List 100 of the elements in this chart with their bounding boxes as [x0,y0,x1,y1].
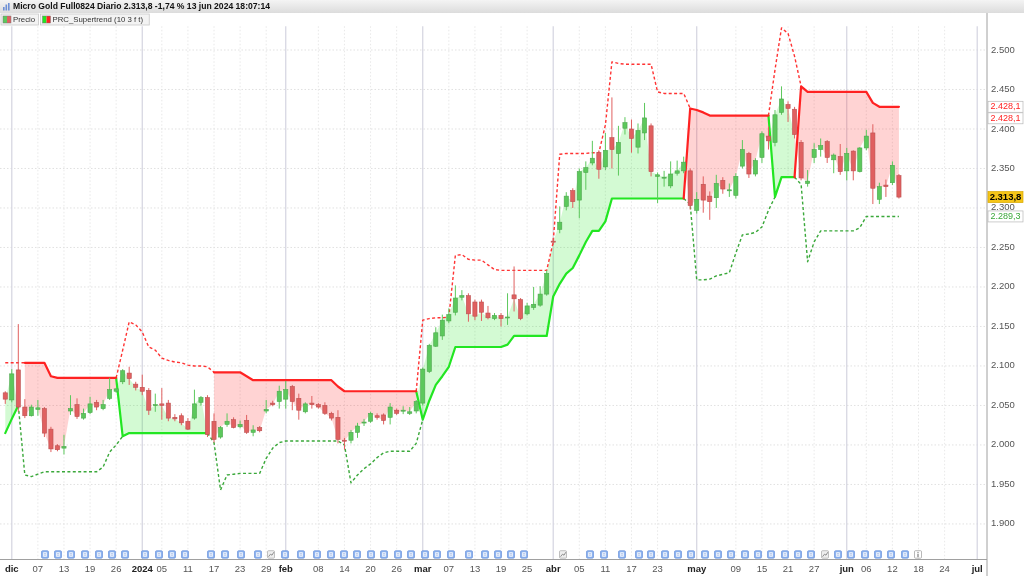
candlestick [766,126,771,151]
x-tick-label: 11 [182,562,193,574]
y-tick-label: 2.250 [991,240,1015,252]
x-tick-label: 12 [887,562,898,574]
y-tick-label: 2.300 [991,201,1015,213]
x-tick-label: mar [414,562,432,574]
y-tick-label: 2.500 [991,43,1015,55]
annotation: 2.428,1 [990,101,1021,112]
candlestick [244,414,250,435]
x-tick-label: 17 [626,562,637,574]
x-tick-label: 21 [782,562,794,574]
candlestick [759,130,765,164]
candlestick [250,424,256,437]
candlestick [655,171,660,204]
candlestick [844,147,850,181]
annotation: 2.289,3 [990,211,1021,222]
y-tick-label: 2.400 [991,122,1015,134]
x-tick-label: dic [4,562,19,574]
y-tick-label: 2.050 [991,398,1015,410]
candlestick [68,394,73,416]
candlestick [224,412,230,428]
candlestick [753,157,758,177]
candlestick [61,434,67,455]
candlestick [890,160,895,186]
candlestick [739,139,745,169]
chart-title: Micro Gold Full0824 Diario 2.313,8 -1,74 % 13 jun 2024 18:07:14 [13,1,271,12]
candlestick [152,393,158,413]
x-tick-label: 15 [756,562,768,574]
candlestick [629,119,634,154]
x-tick-label: 07 [32,562,44,574]
candlestick [824,139,830,164]
x-tick-label: 2024 [131,562,154,574]
x-tick-label: 26 [391,562,402,574]
candlestick [74,397,80,420]
candlestick [100,399,106,411]
x-tick-label: 11 [600,562,611,574]
candlestick [596,149,602,180]
y-tick-label: 1.950 [991,477,1015,489]
candlestick [387,402,393,425]
x-tick-label: 29 [260,562,272,574]
candlestick [563,191,569,211]
candlestick [622,116,628,136]
candlestick [570,187,576,209]
x-tick-label: abr [545,562,561,574]
y-tick-label: 2.350 [991,162,1015,173]
x-tick-label: 17 [208,562,220,574]
candlestick [616,125,621,177]
x-tick-label: 14 [339,562,350,574]
candlestick [603,132,608,171]
x-tick-label: 13 [58,562,70,574]
candlestick [589,140,595,166]
x-tick-label: 19 [495,562,507,574]
candlestick [785,100,791,123]
x-tick-label: jun [838,562,855,574]
candlestick [896,173,902,199]
candlestick [557,205,563,234]
candlestick [694,191,700,215]
annotation: 2.313,8 [989,190,1022,202]
x-tick-label: 24 [939,562,950,574]
x-tick-label: 26 [110,562,122,574]
x-tick-label: 13 [469,562,481,574]
x-tick-label: 07 [443,562,455,574]
y-tick-label: 2.000 [991,438,1015,450]
candlestick [837,143,843,176]
candlestick [713,174,719,209]
x-tick-label: 19 [84,562,96,574]
x-tick-label: feb [278,562,294,574]
x-tick-label: 18 [913,562,924,574]
x-tick-label: 27 [808,562,820,574]
y-tick-label: 2.200 [991,280,1015,292]
x-tick-label: may [687,562,707,574]
y-tick-label: 2.450 [991,83,1015,95]
x-tick-label: 05 [156,562,168,574]
candlestick [511,265,517,312]
x-tick-label: 09 [730,562,742,574]
x-tick-label: 08 [313,562,324,574]
candlestick [876,182,882,205]
candlestick [518,297,523,321]
x-tick-label: 23 [234,562,246,574]
candlestick [831,152,837,174]
x-tick-label: 05 [574,562,585,574]
x-tick-label: 06 [861,562,872,574]
candlestick [779,85,784,116]
candlestick [498,312,504,327]
candlestick [192,389,197,421]
candlestick [850,149,856,181]
x-tick-label: 23 [652,562,663,574]
x-tick-label: jul [970,562,983,574]
candlestick [609,96,615,169]
candlestick [505,292,510,326]
candlestick [883,179,889,198]
candlestick [237,419,243,429]
y-tick-label: 2.100 [991,359,1015,371]
y-tick-label: 1.900 [991,517,1015,529]
x-tick-label: 20 [365,562,376,574]
text: 2.428,1 [990,112,1021,123]
y-tick-label: 2.150 [991,319,1015,331]
candlestick [126,366,132,386]
x-tick-label: 25 [521,562,533,574]
candlestick [746,151,752,179]
